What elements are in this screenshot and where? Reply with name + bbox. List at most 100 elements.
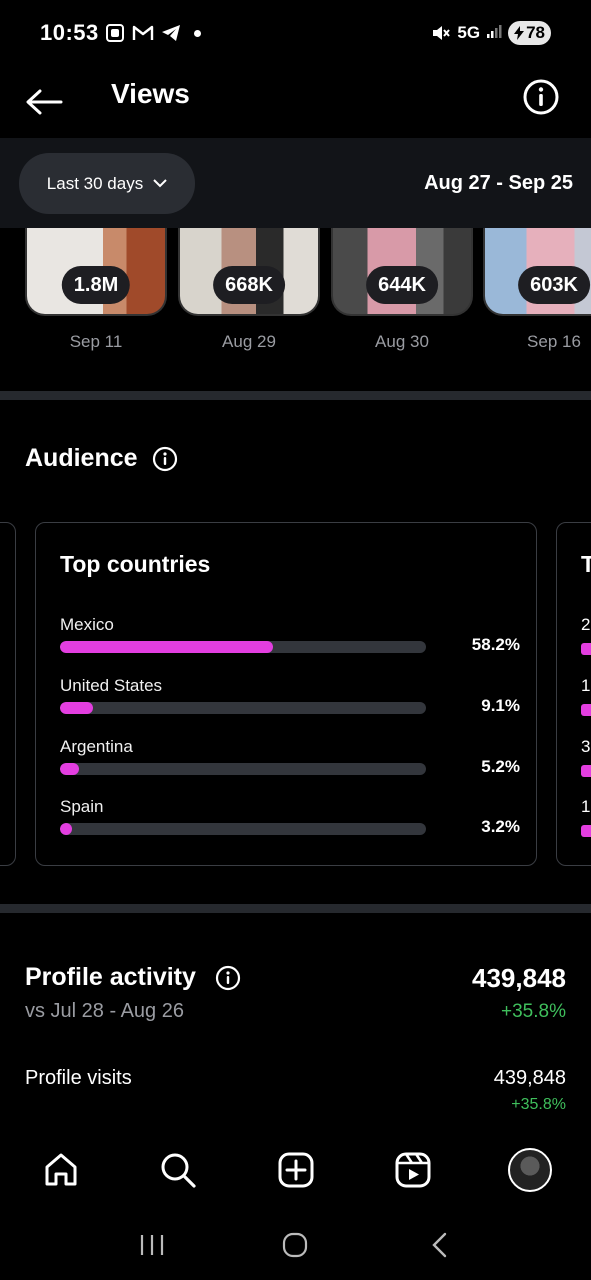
country-bar-track <box>60 702 426 714</box>
filter-bar: Last 30 days Aug 27 - Sep 25 <box>0 138 591 228</box>
country-row: Mexico 58.2% <box>60 615 520 665</box>
next-card-title-peek: T <box>581 551 591 577</box>
content-item[interactable]: 644K Aug 30 <box>331 228 473 352</box>
telegram-icon <box>160 22 182 44</box>
date-range-dropdown[interactable]: Last 30 days <box>19 153 195 214</box>
nav-home[interactable] <box>38 1147 84 1193</box>
country-percent: 9.1% <box>481 696 520 715</box>
network-type: 5G <box>457 23 481 42</box>
content-item[interactable]: 1.8M Sep 11 <box>25 228 167 352</box>
top-countries-card[interactable]: Top countries Mexico 58.2% United States… <box>35 522 537 866</box>
chevron-down-icon <box>153 179 167 188</box>
country-percent: 58.2% <box>471 635 520 654</box>
content-thumbnail[interactable]: 668K <box>178 228 320 316</box>
top-content-carousel[interactable]: 1.8M Sep 11 668K Aug 29 644K Aug 30 603K… <box>0 228 591 388</box>
content-views: 644K <box>366 266 438 304</box>
status-right: 5G 78 <box>429 21 551 45</box>
next-card-bar-peek <box>581 825 591 837</box>
info-icon <box>215 965 241 991</box>
country-bar-fill <box>60 702 94 714</box>
content-views: 1.8M <box>61 266 131 304</box>
nav-search[interactable] <box>155 1147 201 1193</box>
card-title: Top countries <box>60 551 211 577</box>
country-bar-track <box>60 823 426 835</box>
next-card-row-peek: 2 <box>581 615 591 634</box>
audience-info-button[interactable] <box>152 446 178 472</box>
page-title: Views <box>111 78 190 109</box>
section-divider <box>0 391 591 400</box>
signal-icon <box>486 23 502 44</box>
country-bar-fill <box>60 763 80 775</box>
content-item[interactable]: 603K Sep 16 <box>483 228 591 352</box>
country-bar-fill <box>60 823 72 835</box>
date-range: Aug 27 - Sep 25 <box>424 172 573 194</box>
country-name: Argentina <box>60 737 133 756</box>
country-name: Spain <box>60 797 104 816</box>
chevron-left-icon <box>432 1232 447 1258</box>
nav-create[interactable] <box>273 1147 319 1193</box>
status-bar: 10:53 5G 78 <box>0 0 591 68</box>
content-views: 603K <box>518 266 590 304</box>
search-icon <box>161 1153 196 1188</box>
header: Views <box>0 68 591 138</box>
next-card-row-peek: 1 <box>581 797 591 816</box>
content-date: Aug 29 <box>222 332 276 351</box>
profile-activity-comparison: vs Jul 28 - Aug 26 <box>25 1000 184 1022</box>
create-icon <box>278 1152 313 1188</box>
audience-card-next[interactable]: T 2 1 3 1 <box>556 522 591 866</box>
content-thumbnail[interactable]: 1.8M <box>25 228 167 316</box>
profile-visits-value: 439,848 <box>493 1067 566 1089</box>
content-thumbnail[interactable]: 603K <box>483 228 591 316</box>
bottom-nav <box>0 1130 591 1210</box>
arrow-left-icon <box>26 89 63 115</box>
country-bar-track <box>60 641 426 653</box>
nav-profile[interactable] <box>507 1147 553 1193</box>
profile-activity-info-button[interactable] <box>215 965 241 991</box>
profile-visits-label: Profile visits <box>25 1067 132 1089</box>
content-views: 668K <box>213 266 285 304</box>
country-bar-track <box>60 763 426 775</box>
country-bar-fill <box>60 641 273 653</box>
next-card-bar-peek <box>581 704 591 716</box>
system-back-button[interactable] <box>419 1225 459 1265</box>
reels-icon <box>395 1152 431 1188</box>
recent-apps-button[interactable] <box>132 1225 172 1265</box>
home-button[interactable] <box>275 1225 315 1265</box>
content-date: Sep 11 <box>69 332 123 351</box>
info-icon <box>152 446 178 472</box>
info-icon <box>523 79 559 115</box>
mute-icon <box>429 22 451 44</box>
country-percent: 5.2% <box>481 757 520 776</box>
content-item[interactable]: 668K Aug 29 <box>178 228 320 352</box>
audience-title: Audience <box>25 444 138 472</box>
audience-card-previous[interactable] <box>0 522 16 866</box>
country-name: Mexico <box>60 615 114 634</box>
gmail-icon <box>132 22 154 44</box>
profile-activity-change: +35.8% <box>501 1001 566 1022</box>
system-nav <box>0 1210 591 1280</box>
content-date: Sep 16 <box>527 332 581 351</box>
status-time: 10:53 <box>40 20 99 45</box>
next-card-bar-peek <box>581 643 591 655</box>
content-thumbnail[interactable]: 644K <box>331 228 473 316</box>
profile-avatar <box>508 1148 552 1192</box>
country-name: United States <box>60 676 163 695</box>
home-circle-icon <box>283 1232 308 1258</box>
next-card-row-peek: 1 <box>581 676 591 695</box>
profile-activity-total: 439,848 <box>472 963 566 993</box>
battery-level: 78 <box>526 23 545 42</box>
country-row: Spain 3.2% <box>60 797 520 847</box>
back-button[interactable] <box>22 80 66 124</box>
recent-apps-icon <box>140 1235 163 1255</box>
content-date: Aug 30 <box>375 332 429 351</box>
home-icon <box>45 1153 77 1186</box>
nav-reels[interactable] <box>390 1147 436 1193</box>
country-row: Argentina 5.2% <box>60 737 520 787</box>
next-card-row-peek: 3 <box>581 737 591 756</box>
next-card-bar-peek <box>581 765 591 777</box>
profile-visits-change: +35.8% <box>511 1096 566 1113</box>
profile-activity-title: Profile activity <box>25 963 196 991</box>
country-row: United States 9.1% <box>60 676 520 726</box>
more-notifications-dot <box>194 29 201 37</box>
info-button[interactable] <box>521 77 561 117</box>
